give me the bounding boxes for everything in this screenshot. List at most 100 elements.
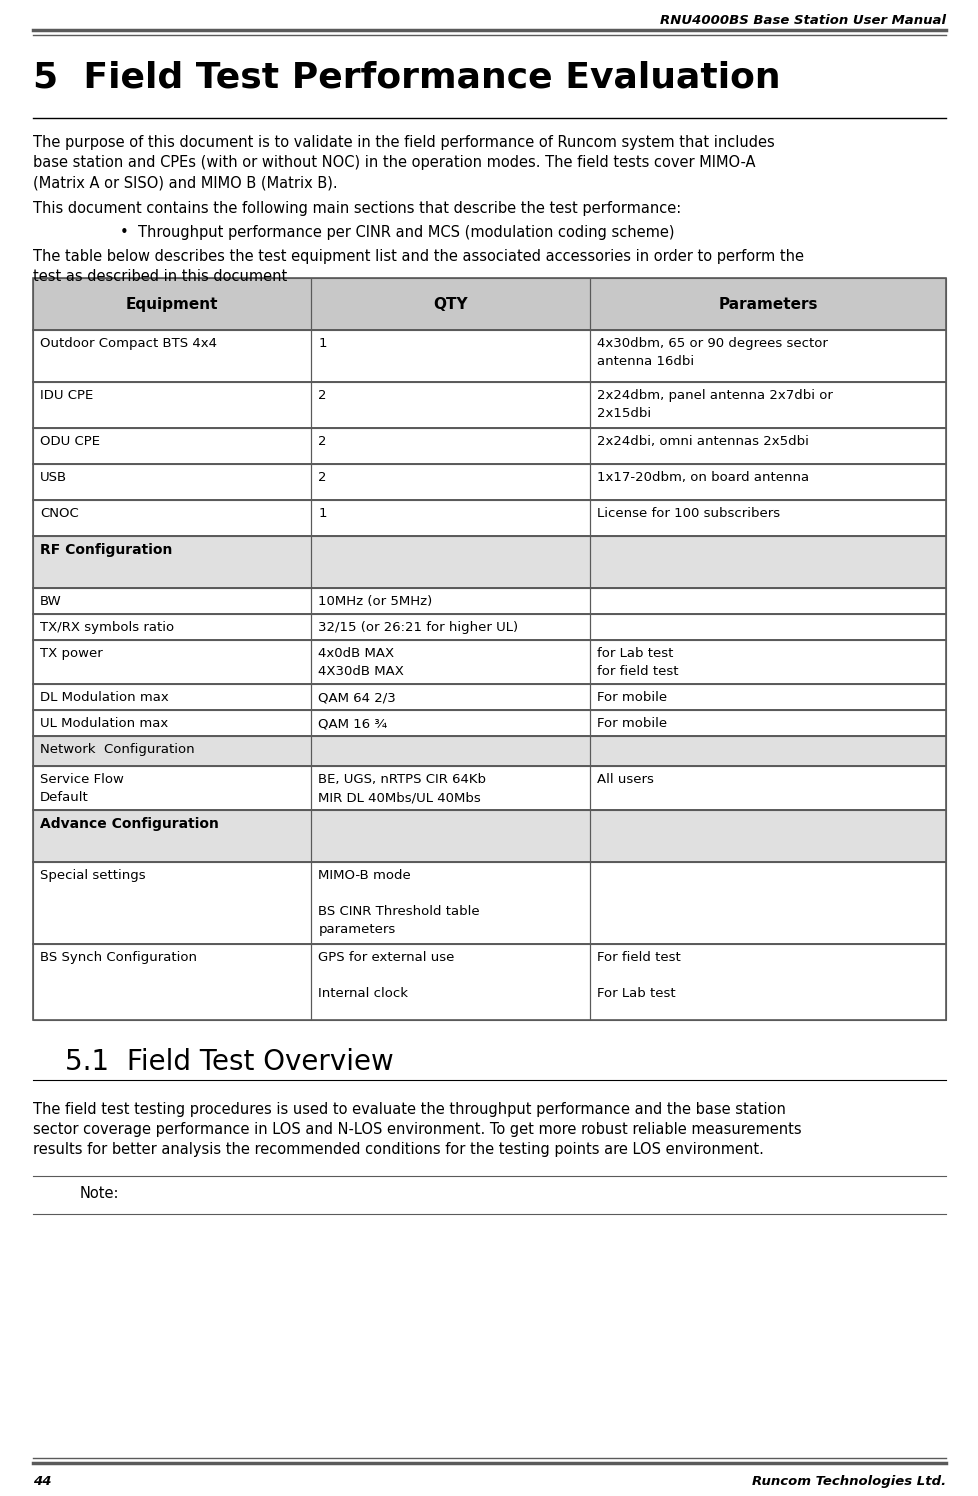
Bar [33, 536, 945, 588]
Bar [311, 736, 590, 766]
Bar [311, 613, 590, 640]
Bar [590, 613, 945, 640]
Bar [33, 588, 945, 613]
Text: TX power: TX power [40, 646, 103, 660]
Bar [33, 331, 945, 381]
Bar [590, 500, 945, 536]
Text: 2: 2 [318, 435, 327, 447]
Bar [33, 536, 945, 588]
Text: License for 100 subscribers: License for 100 subscribers [597, 507, 779, 521]
Text: test as described in this document: test as described in this document [33, 269, 287, 284]
Text: All users: All users [597, 773, 653, 785]
Bar [590, 944, 945, 1020]
Text: CNOC: CNOC [40, 507, 78, 521]
Bar [590, 464, 945, 500]
Bar [33, 500, 945, 536]
Bar [33, 766, 945, 809]
Bar [33, 711, 311, 736]
Bar [311, 944, 590, 1020]
Bar [311, 500, 590, 536]
Text: 5.1  Field Test Overview: 5.1 Field Test Overview [65, 1049, 393, 1076]
Text: 2: 2 [318, 471, 327, 485]
Bar [590, 711, 945, 736]
Bar [33, 736, 311, 766]
Bar [33, 500, 945, 536]
Text: 1: 1 [318, 337, 327, 350]
Text: DL Modulation max: DL Modulation max [40, 691, 168, 705]
Bar [33, 381, 945, 428]
Bar [311, 766, 590, 809]
Bar [33, 711, 945, 736]
Bar [33, 862, 945, 944]
Text: Outdoor Compact BTS 4x4: Outdoor Compact BTS 4x4 [40, 337, 217, 350]
Text: 1x17-20dbm, on board antenna: 1x17-20dbm, on board antenna [597, 471, 808, 485]
Text: BE, UGS, nRTPS CIR 64Kb
MIR DL 40Mbs/UL 40Mbs: BE, UGS, nRTPS CIR 64Kb MIR DL 40Mbs/UL … [318, 773, 486, 803]
Bar [33, 640, 945, 684]
Bar [33, 428, 945, 464]
Text: Advance Configuration: Advance Configuration [40, 817, 219, 830]
Text: 1: 1 [318, 507, 327, 521]
Text: BW: BW [40, 595, 62, 607]
Bar [311, 428, 590, 464]
Bar [590, 381, 945, 428]
Text: This document contains the following main sections that describe the test perfor: This document contains the following mai… [33, 200, 681, 215]
Bar [590, 428, 945, 464]
Text: ODU CPE: ODU CPE [40, 435, 100, 447]
Bar [33, 381, 311, 428]
Bar [33, 736, 945, 766]
Bar [311, 809, 590, 862]
Text: 4x0dB MAX
4X30dB MAX: 4x0dB MAX 4X30dB MAX [318, 646, 404, 678]
Bar [311, 711, 590, 736]
Text: 2x24dbm, panel antenna 2x7dbi or
2x15dbi: 2x24dbm, panel antenna 2x7dbi or 2x15dbi [597, 389, 832, 420]
Bar [311, 536, 590, 588]
Text: UL Modulation max: UL Modulation max [40, 717, 168, 730]
Bar [33, 331, 311, 381]
Bar [33, 428, 945, 464]
Text: QAM 16 ¾: QAM 16 ¾ [318, 717, 387, 730]
Bar [33, 766, 311, 809]
Bar [33, 944, 945, 1020]
Bar [33, 588, 311, 613]
Text: 5  Field Test Performance Evaluation: 5 Field Test Performance Evaluation [33, 60, 779, 94]
Bar [590, 278, 945, 331]
Text: results for better analysis the recommended conditions for the testing points ar: results for better analysis the recommen… [33, 1141, 763, 1156]
Text: The field test testing procedures is used to evaluate the throughput performance: The field test testing procedures is use… [33, 1103, 785, 1118]
Text: 2x24dbi, omni antennas 2x5dbi: 2x24dbi, omni antennas 2x5dbi [597, 435, 808, 447]
Bar [33, 766, 945, 809]
Text: •: • [120, 224, 129, 239]
Text: RNU4000BS Base Station User Manual: RNU4000BS Base Station User Manual [659, 13, 945, 27]
Text: Runcom Technologies Ltd.: Runcom Technologies Ltd. [751, 1475, 945, 1489]
Bar [33, 278, 311, 331]
Bar [590, 736, 945, 766]
Text: GPS for external use

Internal clock: GPS for external use Internal clock [318, 951, 455, 999]
Bar [311, 588, 590, 613]
Bar [33, 536, 311, 588]
Text: Parameters: Parameters [718, 296, 817, 311]
Bar [33, 331, 945, 381]
Text: For mobile: For mobile [597, 717, 666, 730]
Text: RF Configuration: RF Configuration [40, 543, 172, 557]
Text: 10MHz (or 5MHz): 10MHz (or 5MHz) [318, 595, 432, 607]
Text: 2: 2 [318, 389, 327, 402]
Bar [33, 640, 945, 684]
Text: For mobile: For mobile [597, 691, 666, 705]
Text: (Matrix A or SISO) and MIMO B (Matrix B).: (Matrix A or SISO) and MIMO B (Matrix B)… [33, 175, 337, 190]
Text: For field test

For Lab test: For field test For Lab test [597, 951, 680, 999]
Text: BS Synch Configuration: BS Synch Configuration [40, 951, 197, 963]
Bar [590, 536, 945, 588]
Bar [33, 464, 945, 500]
Text: 44: 44 [33, 1475, 52, 1489]
Bar [590, 640, 945, 684]
Text: Special settings: Special settings [40, 869, 146, 883]
Bar [33, 862, 945, 944]
Bar [311, 464, 590, 500]
Bar [590, 862, 945, 944]
Bar [33, 464, 945, 500]
Bar [590, 684, 945, 711]
Text: IDU CPE: IDU CPE [40, 389, 93, 402]
Text: base station and CPEs (with or without NOC) in the operation modes. The field te: base station and CPEs (with or without N… [33, 156, 755, 171]
Bar [33, 711, 945, 736]
Text: USB: USB [40, 471, 67, 485]
Text: 4x30dbm, 65 or 90 degrees sector
antenna 16dbi: 4x30dbm, 65 or 90 degrees sector antenna… [597, 337, 827, 368]
Bar [33, 464, 311, 500]
